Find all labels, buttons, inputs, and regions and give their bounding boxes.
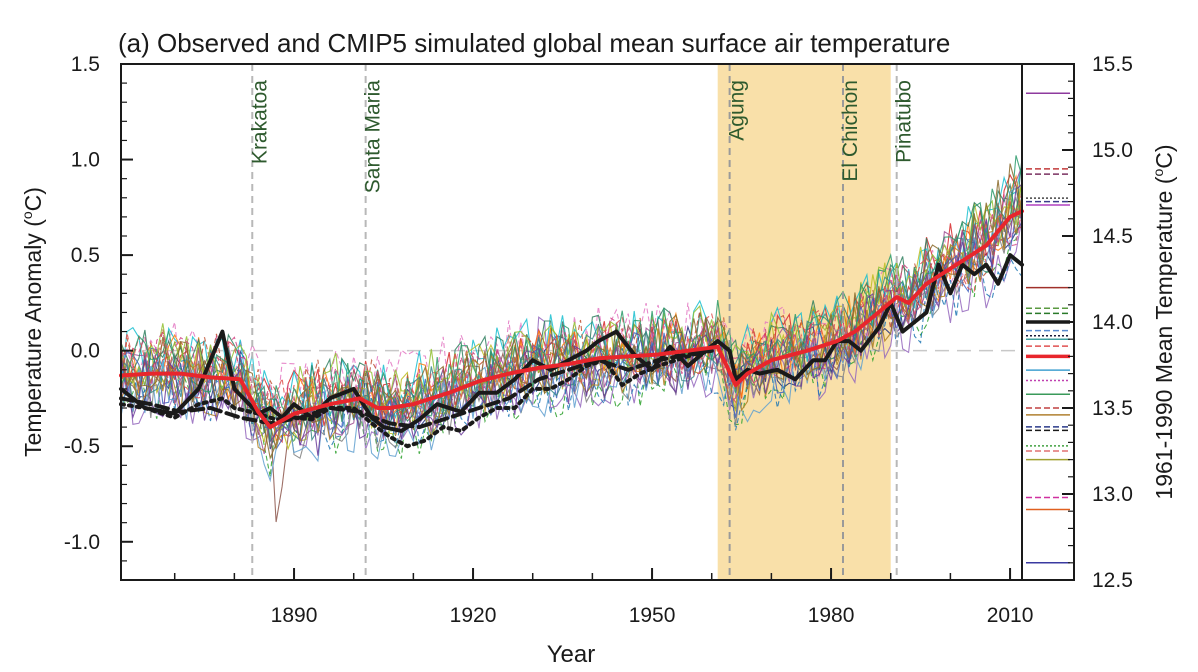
x-axis-label: Year bbox=[547, 641, 596, 668]
x-tick-label: 1890 bbox=[271, 604, 318, 627]
right-y-axis-label: 1961-1990 Mean Temperature (oC) bbox=[1150, 144, 1177, 499]
ensemble-member-line bbox=[120, 202, 1023, 426]
highlighted-series bbox=[119, 209, 1024, 449]
y-tick-label: 1.5 bbox=[71, 53, 100, 76]
y2-tick-label: 13.0 bbox=[1092, 483, 1133, 506]
side-panel: 12.5 13.0 13.5 14.0 14.5 15.0 15.5 bbox=[1021, 53, 1133, 592]
y2-tick-label: 13.5 bbox=[1092, 397, 1133, 420]
x-tick-label: 2010 bbox=[987, 604, 1034, 627]
x-tick-label: 1980 bbox=[808, 604, 855, 627]
y-tick-label: -0.5 bbox=[64, 435, 100, 458]
volcano-label: Santa Maria bbox=[362, 80, 385, 194]
y2-tick-label: 14.5 bbox=[1092, 225, 1133, 248]
y-tick-label: 0.0 bbox=[71, 340, 100, 363]
y-axis-label: Temperature Anomaly (oC) bbox=[19, 187, 46, 457]
y-axis: -1.0 -0.5 0.0 0.5 1.0 1.5 bbox=[64, 53, 133, 562]
ensemble-member-line bbox=[120, 183, 1023, 456]
mean-temperature-levels bbox=[1026, 92, 1070, 564]
volcano-label: El Chichon bbox=[839, 80, 862, 182]
main-plot: Krakatoa Santa Maria Agung El Chichon Pinatu… bbox=[64, 53, 1034, 627]
chart-title: (a) Observed and CMIP5 simulated global … bbox=[118, 28, 950, 58]
y2-tick-label: 15.0 bbox=[1092, 139, 1133, 162]
x-tick-label: 1920 bbox=[450, 604, 497, 627]
series-line bbox=[119, 348, 714, 449]
y2-tick-label: 12.5 bbox=[1092, 569, 1133, 592]
volcano-label: Agung bbox=[726, 80, 749, 141]
y2-tick-label: 15.5 bbox=[1092, 53, 1133, 76]
x-tick-label: 1950 bbox=[629, 604, 676, 627]
y-tick-label: 1.0 bbox=[71, 149, 100, 172]
volcano-label: Pinatubo bbox=[893, 80, 916, 163]
right-y-axis: 12.5 13.0 13.5 14.0 14.5 15.0 15.5 bbox=[1062, 53, 1133, 592]
y-tick-label: 0.5 bbox=[71, 244, 100, 267]
volcano-label: Krakatoa bbox=[248, 80, 271, 164]
ensemble-member-line bbox=[120, 163, 1023, 460]
volcano-markers: Krakatoa Santa Maria Agung El Chichon Pinatu… bbox=[248, 64, 916, 580]
ensemble-member-line bbox=[120, 207, 1023, 429]
x-axis: 1890 1920 1950 1980 2010 bbox=[173, 568, 1034, 627]
y2-tick-label: 14.0 bbox=[1092, 311, 1133, 334]
y-tick-label: -1.0 bbox=[64, 531, 100, 554]
ensemble-member-line bbox=[120, 155, 1023, 441]
